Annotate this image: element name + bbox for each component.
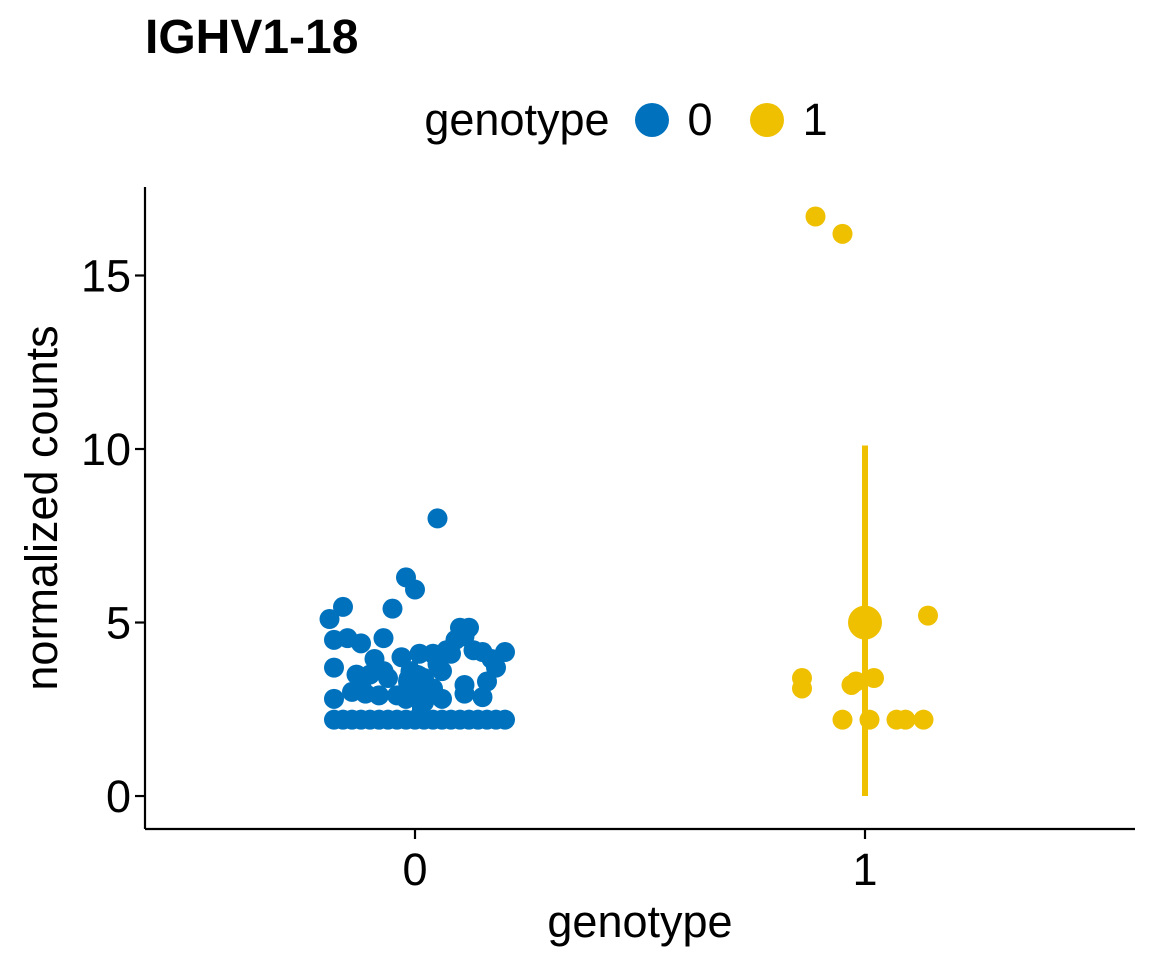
data-point (805, 206, 826, 227)
data-point (369, 685, 389, 706)
x-tick-label: 1 (852, 844, 877, 895)
data-point (351, 633, 371, 654)
data-point (832, 709, 853, 730)
data-point (495, 709, 515, 730)
data-marks (319, 206, 938, 797)
x-axis-label: genotype (547, 896, 732, 947)
legend: genotype 0 1 (0, 92, 1152, 148)
chart-title: IGHV1-18 (145, 11, 359, 64)
data-point (918, 605, 938, 626)
legend-dot-icon (749, 103, 784, 137)
data-point (432, 688, 452, 709)
legend-title: genotype (424, 94, 610, 145)
y-tick-label: 15 (81, 250, 131, 301)
data-point (364, 648, 385, 669)
data-point (846, 671, 866, 692)
data-point (333, 596, 353, 617)
data-point (382, 598, 403, 619)
y-tick-label: 0 (106, 771, 131, 822)
y-axis-label: normalized counts (16, 325, 67, 690)
data-point (913, 709, 934, 730)
y-axis-ticks: 0 5 10 15 (81, 250, 145, 822)
mean-point (398, 664, 432, 699)
mean-point (848, 605, 882, 640)
data-point (454, 683, 475, 704)
data-point (895, 709, 916, 730)
legend-key-0 (628, 96, 676, 144)
data-point (792, 678, 812, 699)
data-point (324, 657, 344, 678)
y-tick-label: 5 (106, 598, 131, 649)
data-point (324, 688, 344, 709)
data-point (378, 668, 398, 689)
x-tick-label: 0 (402, 844, 427, 895)
data-point (432, 661, 452, 682)
data-point (373, 628, 394, 649)
data-point (495, 642, 515, 663)
data-point (477, 671, 497, 692)
legend-key-1 (743, 96, 791, 144)
y-tick-label: 10 (81, 424, 131, 475)
legend-label-1: 1 (802, 94, 828, 145)
data-point (472, 687, 493, 708)
data-point (319, 609, 340, 630)
data-point (864, 668, 884, 689)
data-point (427, 508, 448, 529)
data-point (832, 223, 853, 244)
legend-label-0: 0 (687, 94, 713, 145)
data-point (405, 579, 425, 600)
legend-dot-icon (634, 103, 669, 137)
